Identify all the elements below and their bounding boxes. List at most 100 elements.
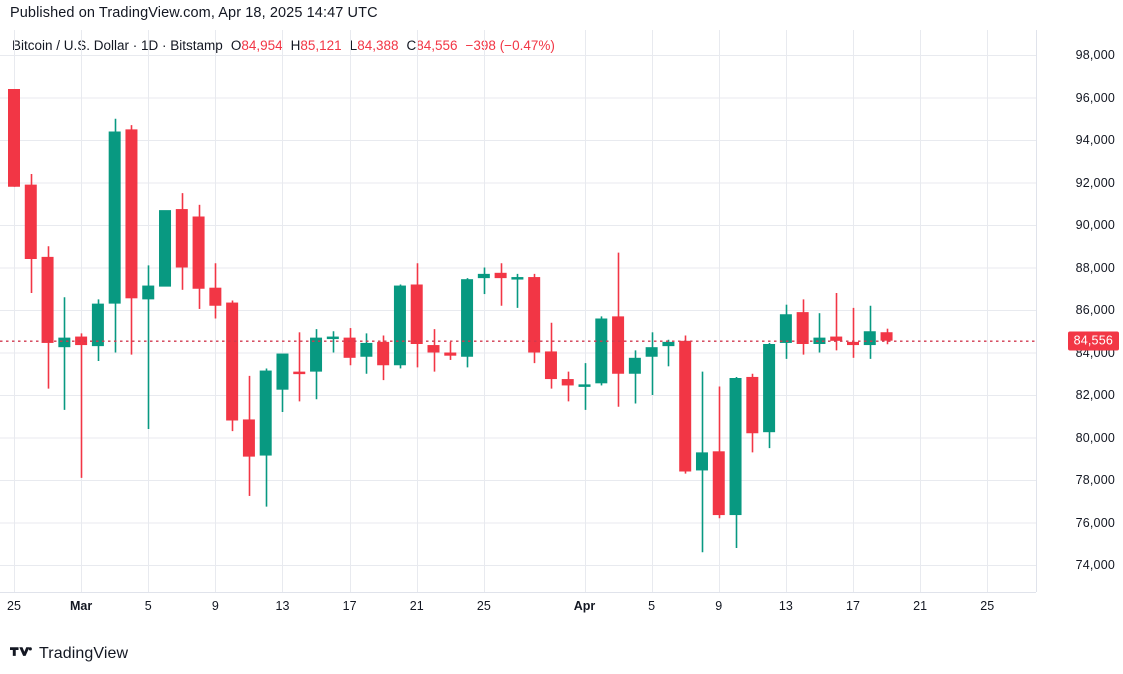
candle [326, 331, 339, 353]
time-tick-label: 13 [275, 599, 290, 613]
candlestick-plot[interactable] [0, 30, 1036, 592]
candle-body [628, 357, 641, 374]
published-timestamp: Published on TradingView.com, Apr 18, 20… [10, 5, 378, 21]
candle [142, 265, 155, 429]
candle [628, 350, 641, 404]
candle-body [561, 379, 574, 386]
candle-body [159, 210, 172, 287]
candle-body [226, 302, 239, 421]
candle-body [41, 256, 54, 343]
candle-body [24, 184, 37, 259]
price-tick-label: 94,000 [1075, 133, 1115, 147]
candle-body [712, 451, 725, 516]
candle [58, 297, 71, 410]
candle-body [880, 332, 893, 341]
candle-body [276, 353, 289, 390]
candle [729, 376, 742, 548]
last-price-badge: 84,556 [1067, 331, 1119, 351]
candle [863, 305, 876, 359]
candle-body [461, 279, 474, 357]
high-label: H [290, 38, 301, 53]
candle-body [125, 129, 138, 299]
candle-body [813, 337, 826, 344]
candle [695, 371, 708, 553]
candle [679, 335, 692, 474]
candle-body [8, 89, 20, 187]
plot-svg [0, 30, 1036, 592]
candle [276, 353, 289, 412]
time-tick-label: 9 [715, 599, 723, 613]
candle [293, 332, 306, 402]
candle [763, 342, 776, 449]
candle-body [695, 452, 708, 471]
candle [880, 328, 893, 345]
candle-body [863, 331, 876, 346]
open-label: O [230, 38, 242, 53]
candle-body [830, 336, 843, 341]
candle-body [393, 285, 406, 366]
time-scale[interactable]: 25 Mar 5 9 13 17 21 25 Apr 5 9 13 17 21 25 [0, 592, 1036, 622]
price-tick-label: 78,000 [1075, 473, 1115, 487]
candle [108, 118, 121, 353]
candle-body [360, 342, 373, 357]
time-tick-label: 17 [846, 599, 860, 613]
tradingview-wordmark: TradingView [39, 645, 129, 662]
symbol-title[interactable]: Bitcoin / U.S. Dollar · 1D · Bitstamp [12, 38, 223, 53]
candle-body [779, 314, 792, 343]
candle-body [310, 337, 323, 372]
candle [544, 322, 557, 389]
candle [242, 375, 255, 496]
candle [796, 299, 809, 355]
low-label: L [349, 38, 358, 53]
time-tick-label: 25 [980, 599, 995, 613]
footer-branding: TradingView [10, 645, 128, 663]
candle-body [209, 287, 222, 306]
candle [494, 263, 507, 306]
candle [41, 246, 54, 389]
price-tick-label: 74,000 [1075, 558, 1115, 572]
candle [8, 89, 20, 187]
candle-body [326, 336, 339, 340]
candle-body [343, 337, 356, 358]
time-tick-label: 13 [778, 599, 793, 613]
candle [209, 263, 222, 319]
candle-body [494, 272, 507, 279]
candle [712, 386, 725, 519]
price-tick-label: 80,000 [1075, 430, 1115, 445]
candle-body [410, 284, 423, 344]
open-value: 84,954 [241, 38, 283, 53]
candle [595, 316, 608, 386]
candle-body [142, 285, 155, 300]
chart-area[interactable] [0, 30, 1036, 592]
candle [511, 273, 524, 308]
candle-body [645, 347, 658, 357]
candle-body [578, 384, 591, 387]
candle-body [91, 303, 104, 347]
candle-body [662, 341, 675, 347]
price-tick-label: 96,000 [1075, 90, 1115, 105]
candle [393, 284, 406, 369]
candle [360, 333, 373, 374]
time-tick-label: 17 [342, 599, 357, 613]
time-tick-label: 25 [476, 599, 491, 613]
candle [75, 333, 88, 478]
candle [847, 307, 859, 358]
candle [612, 252, 625, 407]
candle [779, 304, 792, 359]
candle [746, 373, 759, 453]
candle [226, 300, 239, 432]
candle [561, 371, 574, 402]
candle [259, 368, 272, 507]
price-tick-label: 76,000 [1075, 515, 1115, 530]
price-scale[interactable]: 98,000 96,000 94,000 92,000 90,000 88,000 86,0… [1036, 30, 1123, 592]
change-value: −398 (−0.47%) [465, 38, 555, 53]
candle [461, 278, 474, 368]
candle [662, 339, 675, 367]
candle [310, 329, 323, 400]
candle-body [763, 344, 776, 433]
candle-body [377, 341, 390, 366]
time-tick-label: 25 [7, 599, 21, 613]
time-tick-label: 5 [144, 599, 152, 613]
candle-body [729, 378, 742, 516]
low-value: 84,388 [357, 38, 399, 53]
